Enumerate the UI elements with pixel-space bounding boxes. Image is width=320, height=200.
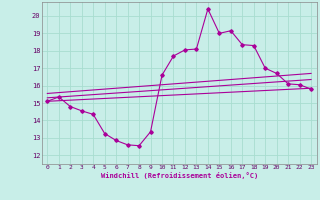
X-axis label: Windchill (Refroidissement éolien,°C): Windchill (Refroidissement éolien,°C): [100, 172, 258, 179]
